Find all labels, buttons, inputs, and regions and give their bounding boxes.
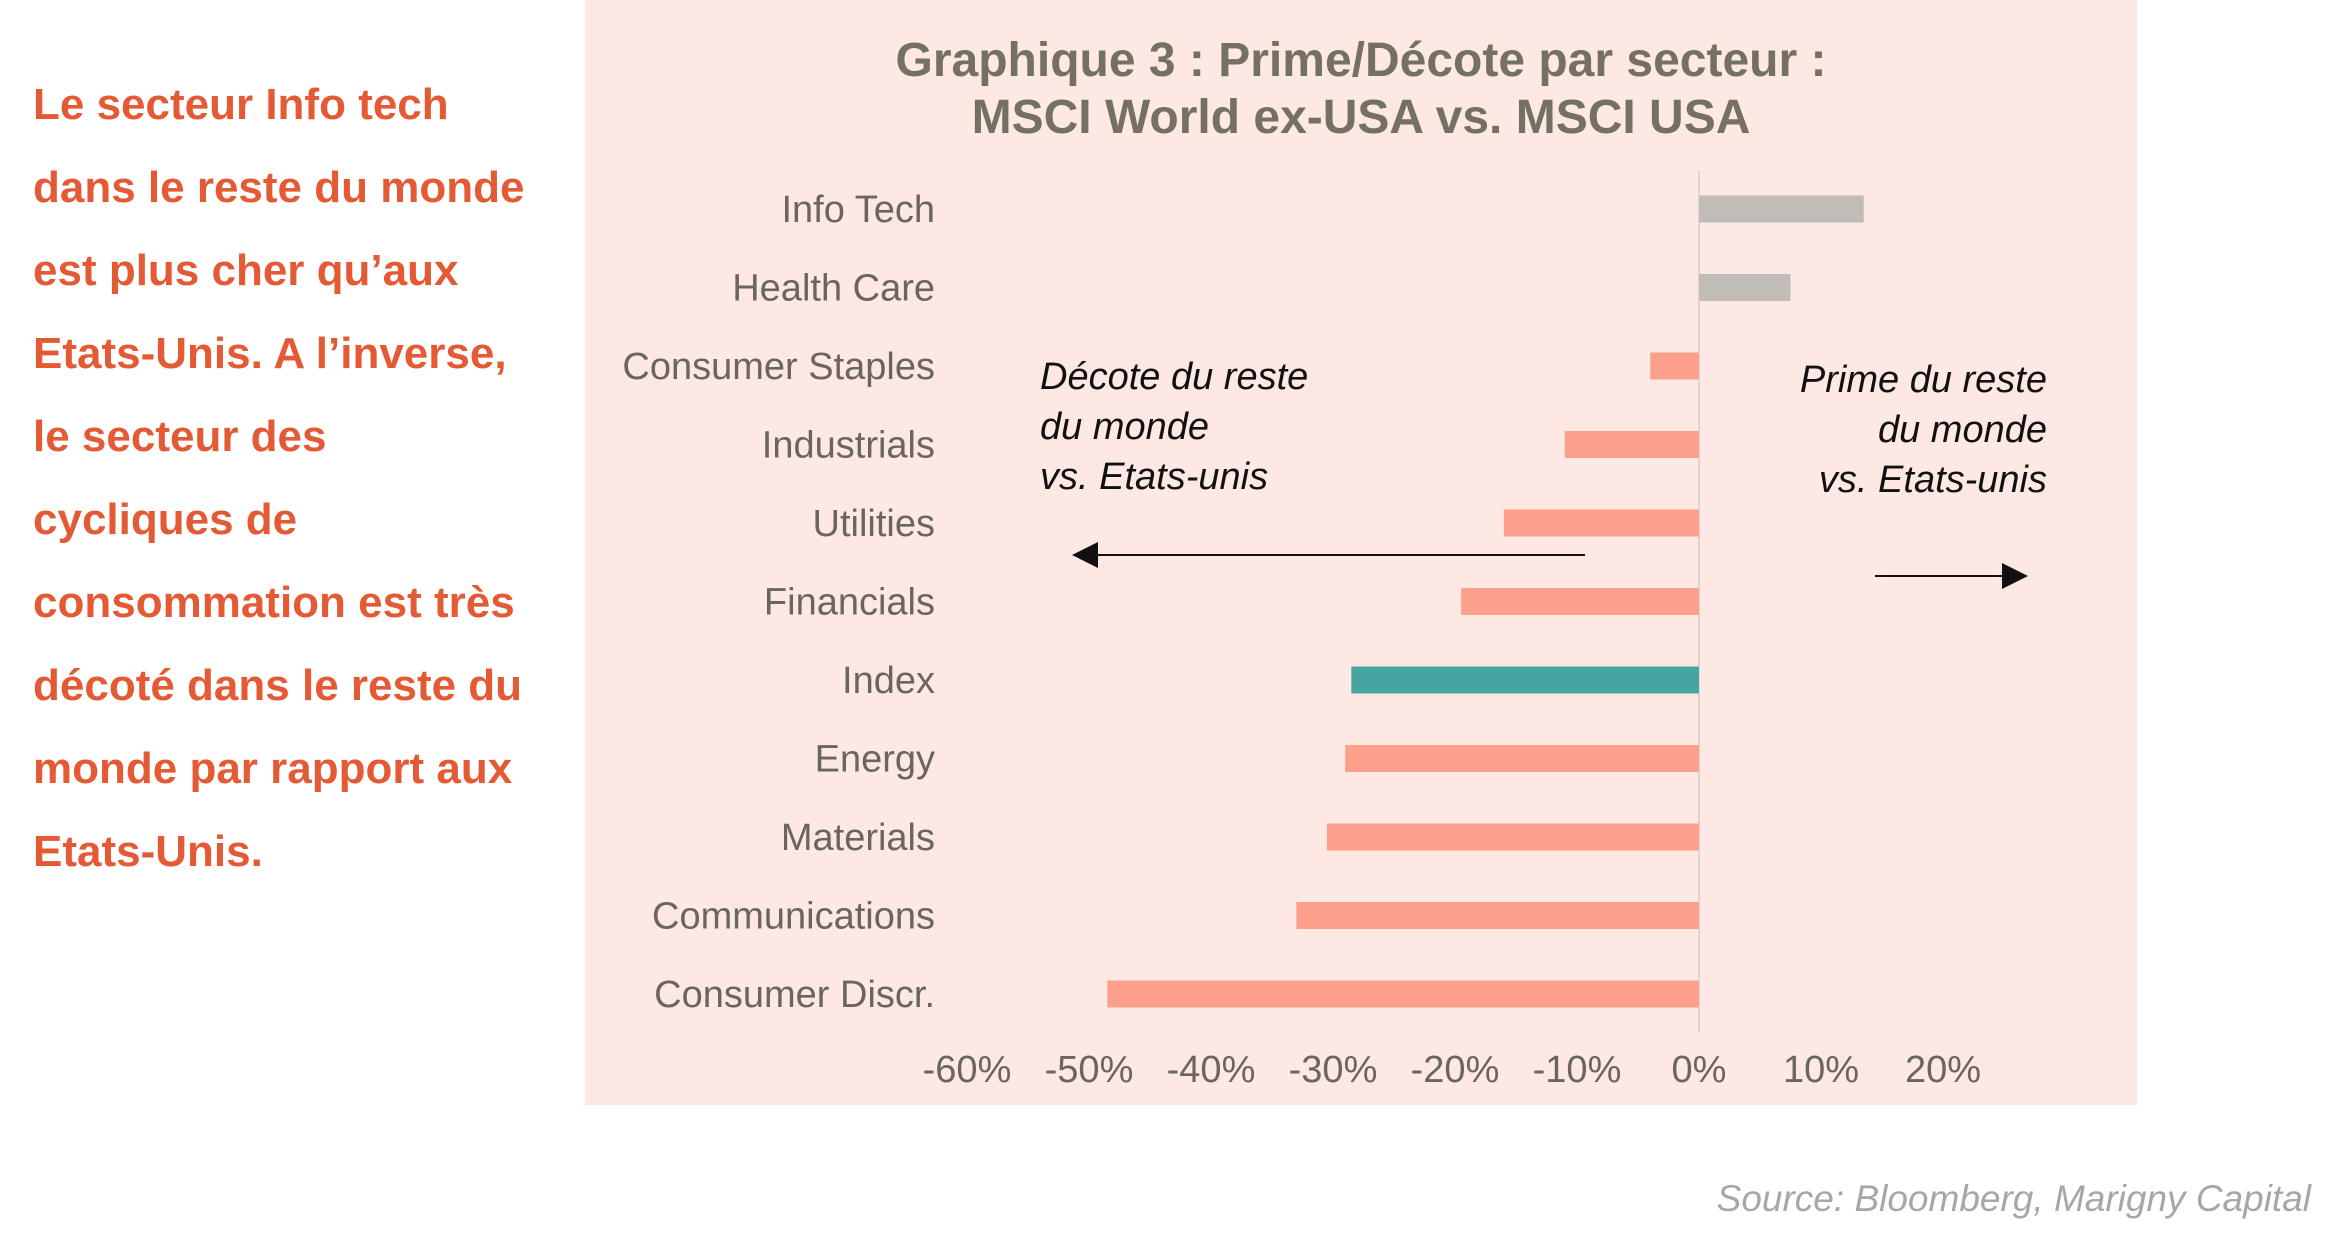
discount-annotation: Décote du reste du monde vs. Etats-unis [1040,352,1308,502]
chart-title: Graphique 3 : Prime/Décote par secteur :… [585,32,2137,146]
bar-communications [1296,902,1699,929]
x-tick-label: -10% [1533,1049,1622,1091]
commentary-text: Le secteur Info tech dans le reste du mo… [33,80,525,876]
premium-annotation-line-1: Prime du reste [1799,359,2047,401]
category-label: Health Care [732,268,935,310]
category-label: Energy [815,739,935,781]
bar-index [1351,666,1699,694]
category-label: Financials [764,582,935,624]
left-arrow-icon [1072,542,1098,568]
premium-annotation-line-3: vs. Etats-unis [1818,459,2047,501]
chart-title-line-2: MSCI World ex-USA vs. MSCI USA [971,91,1751,144]
category-label: Consumer Staples [622,346,935,388]
source-note: Source: Bloomberg, Marigny Capital [1716,1178,2311,1219]
category-label: Utilities [813,503,935,545]
bar-industrials [1564,431,1699,458]
chart-panel: Graphique 3 : Prime/Décote par secteur :… [585,0,2137,1105]
x-tick-label: -50% [1045,1049,1134,1091]
category-label: Info Tech [781,189,935,231]
category-label: Materials [781,817,935,859]
category-label: Communications [652,896,935,938]
premium-annotation: Prime du reste du monde vs. Etats-unis [1737,355,2047,505]
bar-health-care [1699,274,1791,301]
bar-utilities [1503,509,1699,537]
right-arrow-icon [2002,563,2028,589]
category-label: Index [842,660,935,702]
bar-financials [1461,588,1699,615]
bar-chart: Info Tech Health Care Consumer Staples Indu… [622,170,2028,1091]
x-tick-label: 10% [1783,1049,1859,1091]
discount-annotation-line-2: du monde [1040,406,1210,448]
premium-annotation-line-2: du monde [1877,409,2047,451]
bar-energy [1345,745,1699,772]
category-label: Consumer Discr. [654,974,935,1016]
x-tick-label: -60% [923,1049,1012,1091]
category-label: Industrials [762,425,935,467]
bar-consumer-discr [1107,980,1699,1008]
discount-annotation-line-3: vs. Etats-unis [1040,456,1269,498]
x-tick-label: -20% [1411,1049,1500,1091]
x-tick-label: -30% [1289,1049,1378,1091]
bar-materials [1326,823,1699,851]
discount-annotation-line-1: Décote du reste [1040,356,1309,398]
chart-title-line-1: Graphique 3 : Prime/Décote par secteur : [895,34,1827,87]
x-tick-label: 0% [1672,1049,1727,1091]
bar-consumer-staples [1650,352,1699,380]
x-tick-label: -40% [1167,1049,1256,1091]
bar-info-tech [1699,195,1864,223]
x-tick-label: 20% [1905,1049,1981,1091]
